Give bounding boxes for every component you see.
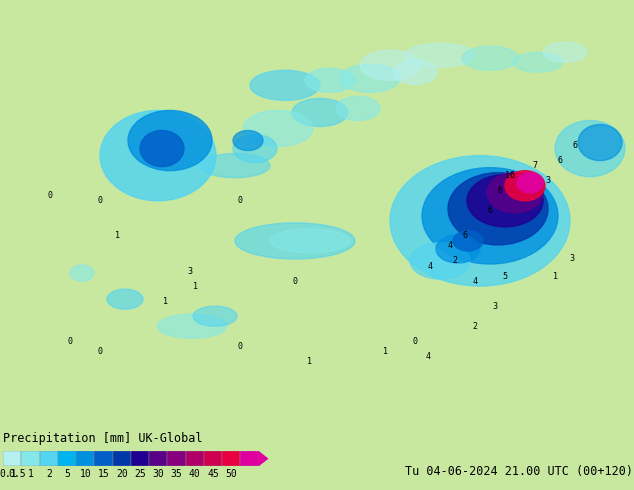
Text: 0: 0: [98, 347, 103, 356]
Bar: [149, 451, 167, 466]
Ellipse shape: [360, 50, 420, 80]
Text: 20: 20: [116, 469, 127, 479]
Ellipse shape: [100, 110, 216, 201]
Text: 6: 6: [462, 231, 467, 241]
Text: 35: 35: [171, 469, 183, 479]
Ellipse shape: [340, 64, 400, 92]
Text: 16: 16: [505, 171, 515, 180]
Text: 0: 0: [238, 342, 242, 351]
Polygon shape: [259, 451, 269, 466]
Text: 4: 4: [448, 242, 453, 250]
Text: 3: 3: [493, 302, 498, 311]
Ellipse shape: [436, 235, 480, 263]
Text: 6: 6: [557, 156, 562, 165]
Bar: [76, 451, 94, 466]
Text: 5: 5: [503, 271, 507, 281]
Text: 1: 1: [193, 282, 198, 291]
Ellipse shape: [448, 172, 548, 245]
Bar: [22, 451, 40, 466]
Text: 1: 1: [162, 296, 167, 306]
Ellipse shape: [422, 168, 558, 264]
Text: 0: 0: [98, 196, 103, 205]
Ellipse shape: [235, 223, 355, 259]
Ellipse shape: [157, 314, 227, 338]
Text: 0.1: 0.1: [0, 469, 16, 479]
Text: 6: 6: [573, 141, 578, 150]
Ellipse shape: [107, 289, 143, 309]
Bar: [167, 451, 186, 466]
Ellipse shape: [453, 231, 483, 251]
Bar: [240, 451, 259, 466]
Bar: [3, 451, 22, 466]
Ellipse shape: [292, 98, 348, 126]
Text: 0: 0: [413, 337, 418, 346]
Text: 3: 3: [188, 267, 193, 275]
Text: 50: 50: [225, 469, 237, 479]
Ellipse shape: [467, 174, 543, 227]
Text: 1: 1: [28, 469, 34, 479]
Text: 1: 1: [382, 347, 387, 356]
Text: Tu 04-06-2024 21.00 UTC (00+120): Tu 04-06-2024 21.00 UTC (00+120): [404, 465, 633, 478]
Ellipse shape: [578, 124, 622, 161]
Text: 25: 25: [134, 469, 146, 479]
Text: 0: 0: [67, 337, 72, 346]
Text: 6: 6: [498, 186, 503, 195]
Ellipse shape: [243, 110, 313, 147]
Text: 40: 40: [189, 469, 200, 479]
Ellipse shape: [336, 97, 380, 121]
Text: 0: 0: [48, 191, 53, 200]
Ellipse shape: [505, 171, 545, 201]
Bar: [222, 451, 240, 466]
Text: 0: 0: [238, 196, 242, 205]
Text: 4: 4: [425, 352, 430, 361]
Ellipse shape: [250, 70, 320, 100]
Ellipse shape: [410, 243, 470, 279]
Ellipse shape: [555, 121, 625, 177]
Text: 30: 30: [152, 469, 164, 479]
Text: 3: 3: [545, 176, 550, 185]
Text: 2: 2: [453, 256, 458, 266]
Ellipse shape: [70, 265, 94, 281]
Bar: [204, 451, 222, 466]
Ellipse shape: [462, 46, 518, 70]
Text: 7: 7: [533, 161, 538, 170]
Bar: [186, 451, 204, 466]
Text: 15: 15: [98, 469, 109, 479]
Text: 0.5: 0.5: [8, 469, 25, 479]
Ellipse shape: [393, 60, 437, 84]
Ellipse shape: [128, 110, 212, 171]
Text: 1: 1: [115, 231, 120, 241]
Ellipse shape: [140, 130, 184, 167]
Ellipse shape: [193, 306, 237, 326]
Ellipse shape: [233, 130, 263, 150]
Ellipse shape: [233, 135, 277, 163]
Ellipse shape: [513, 52, 563, 73]
Text: 2: 2: [46, 469, 52, 479]
Text: 1: 1: [307, 357, 313, 366]
Text: Precipitation [mm] UK-Global: Precipitation [mm] UK-Global: [3, 432, 203, 445]
Text: 5: 5: [64, 469, 70, 479]
Text: 0: 0: [292, 276, 297, 286]
Bar: [131, 451, 149, 466]
Ellipse shape: [517, 172, 543, 193]
Ellipse shape: [543, 42, 587, 62]
Bar: [113, 451, 131, 466]
Ellipse shape: [200, 153, 270, 178]
Text: 45: 45: [207, 469, 219, 479]
Ellipse shape: [405, 43, 475, 67]
Text: 1: 1: [552, 271, 557, 281]
Text: 3: 3: [569, 254, 574, 264]
Text: 2: 2: [472, 322, 477, 331]
Ellipse shape: [305, 68, 355, 92]
Ellipse shape: [390, 156, 570, 286]
Text: 4: 4: [472, 276, 477, 286]
Ellipse shape: [487, 172, 543, 213]
Text: 6: 6: [488, 206, 493, 215]
Bar: [58, 451, 76, 466]
Bar: [94, 451, 113, 466]
Text: 4: 4: [427, 262, 432, 270]
Ellipse shape: [270, 229, 350, 253]
Bar: [40, 451, 58, 466]
Text: 10: 10: [79, 469, 91, 479]
